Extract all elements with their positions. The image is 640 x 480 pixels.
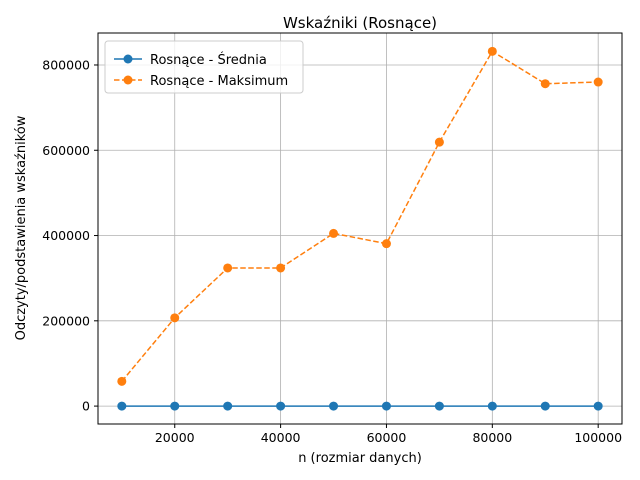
x-tick-label: 100000 [574,430,622,445]
legend-label-maximum: Rosnące - Maksimum [150,74,288,89]
series-0-point [434,401,444,411]
legend-box [104,40,304,94]
series-0-point [276,401,286,411]
series-0-point [593,401,603,411]
y-axis-label: Odczyty/podstawienia wskaźników [14,115,29,340]
x-tick-label: 40000 [261,430,301,445]
series-0-point [381,401,391,411]
series-1-point [540,79,550,89]
series-0-point [540,401,550,411]
y-tick-label: 0 [82,399,90,414]
series-1-point [593,77,603,87]
chart-title: Wskaźniki (Rosnące) [283,14,437,32]
x-tick-label: 60000 [367,430,407,445]
series-1-point [381,239,391,249]
x-tick-label: 20000 [155,430,195,445]
x-tick-label: 80000 [472,430,512,445]
y-tick-label: 800000 [42,57,90,72]
series-0-point [329,401,339,411]
legend-swatch-marker-average [123,54,133,64]
y-tick-label: 400000 [42,228,90,243]
legend-swatch-marker-maximum [123,75,133,85]
series-1-point [434,137,444,147]
x-axis-label: n (rozmiar danych) [298,451,422,466]
series-1-point [329,228,339,238]
legend: Rosnące - Średnia Rosnące - Maksimum [104,40,304,94]
series-1-point [223,263,233,273]
plot-area [97,32,623,425]
series-1-point [170,313,180,323]
series-0-point [170,401,180,411]
series-1-point [117,376,127,386]
series-line-1 [121,50,599,382]
series-layer [117,46,603,411]
series-0-point [223,401,233,411]
y-tick-label: 200000 [42,313,90,328]
ticks: 20000 40000 60000 80000 100000 0 200000 400000 6… [42,57,622,445]
legend-label-average: Rosnące - Średnia [150,52,267,68]
y-tick-label: 600000 [42,143,90,158]
series-0-point [487,401,497,411]
series-0-point [117,401,127,411]
series-1-point [276,263,286,273]
series-1-point [487,46,497,56]
